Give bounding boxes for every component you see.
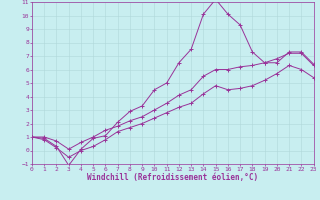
X-axis label: Windchill (Refroidissement éolien,°C): Windchill (Refroidissement éolien,°C) (87, 173, 258, 182)
